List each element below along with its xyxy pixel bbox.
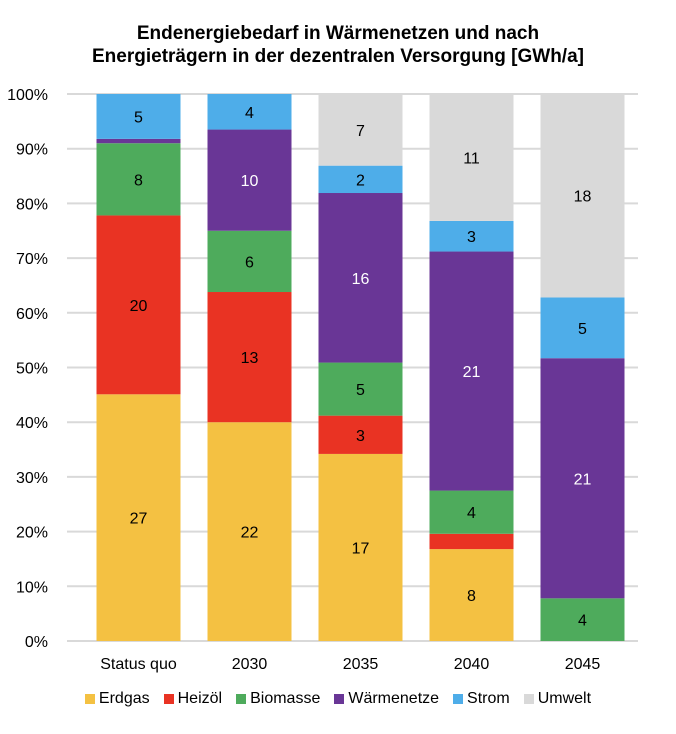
bar-segment-strom [540, 297, 625, 359]
legend-label: Strom [467, 690, 510, 707]
bar-segment-biomasse [96, 143, 181, 216]
bar-segment-strom [96, 94, 181, 139]
bar-segment-biomasse [207, 230, 292, 293]
data-label: 5 [134, 109, 143, 126]
bar-segment-erdgas [207, 422, 292, 641]
legend-label: Wärmenetze [348, 690, 440, 707]
data-label: 8 [134, 172, 143, 189]
legend-item-heizöl: Heizöl [163, 690, 223, 708]
data-label: 4 [467, 505, 476, 522]
x-tick-label: 2040 [454, 656, 490, 673]
y-tick-label: 10% [16, 579, 48, 596]
bar-segment-wärmenetze [318, 193, 403, 363]
data-label: 7 [356, 123, 365, 140]
y-tick-label: 50% [16, 361, 48, 378]
bar-segment-erdgas [318, 453, 403, 641]
bar-segment-umwelt [540, 94, 625, 298]
data-label: 16 [352, 271, 370, 288]
bar-segment-strom [318, 165, 403, 194]
legend-swatch [84, 694, 95, 704]
data-label: 21 [574, 471, 592, 488]
bar-segment-erdgas [96, 394, 181, 641]
legend-label: Heizöl [177, 690, 223, 707]
legend-label: Biomasse [250, 690, 321, 707]
bars [96, 94, 625, 641]
legend: Erdgas Heizöl Biomasse Wärmenetze Strom Umwel… [0, 690, 676, 708]
bar-segment-wärmenetze [429, 251, 514, 491]
legend-swatch [163, 694, 174, 704]
x-tick-label: 2045 [565, 656, 601, 673]
bar-segment-umwelt [429, 94, 514, 221]
y-tick-label: 20% [16, 525, 48, 542]
bar-segment-biomasse [318, 362, 403, 416]
chart-title-line-2: Energieträgern in der dezentralen Versor… [92, 46, 584, 67]
legend-item-strom: Strom [453, 690, 510, 708]
bar-segment-umwelt [318, 94, 403, 166]
legend-item-erdgas: Erdgas [84, 690, 150, 708]
bar-segment-heizöl [96, 215, 181, 395]
data-label: 20 [130, 298, 148, 315]
data-label: 11 [463, 150, 480, 167]
data-label: 22 [241, 525, 259, 542]
data-label: 3 [467, 229, 476, 246]
data-label: 18 [574, 189, 592, 206]
bar-segment-biomasse [540, 598, 625, 641]
bar-segment-heizöl [429, 533, 514, 550]
bar-segment-heizöl [207, 292, 292, 423]
bar-segment-heizöl [318, 415, 403, 454]
y-tick-label: 40% [16, 415, 48, 432]
y-tick-label: 80% [16, 196, 48, 213]
data-label: 8 [467, 588, 476, 605]
bar-segment-strom [429, 220, 514, 252]
data-label: 6 [245, 254, 254, 271]
legend-item-umwelt: Umwelt [523, 690, 592, 708]
data-label: 5 [578, 321, 587, 338]
y-axis: 0% 10% 20% 30% 40% 50% 60% 70% 80% 90% 100% [7, 87, 48, 651]
data-label: 10 [241, 173, 259, 190]
bar-segment-wärmenetze [207, 129, 292, 231]
bar-segment-biomasse [429, 490, 514, 534]
legend-swatch [334, 694, 345, 704]
data-label: 13 [241, 350, 259, 367]
y-tick-label: 0% [25, 634, 48, 651]
y-tick-label: 100% [7, 87, 48, 104]
bar-segment-strom [207, 94, 292, 130]
data-label: 3 [356, 428, 365, 445]
x-tick-label: 2035 [343, 656, 379, 673]
legend-item-biomasse: Biomasse [236, 690, 320, 708]
data-label: 2 [356, 172, 365, 189]
data-label: 27 [130, 511, 148, 528]
x-tick-label: 2030 [232, 656, 268, 673]
legend-label: Erdgas [98, 690, 150, 707]
legend-swatch [453, 694, 464, 704]
legend-swatch [523, 694, 534, 704]
data-label: 4 [245, 105, 254, 122]
legend-swatch [236, 694, 247, 704]
x-axis: Status quo 2030 2035 2040 2045 [100, 656, 600, 673]
x-tick-label: Status quo [100, 656, 177, 673]
data-label: 5 [356, 382, 365, 399]
legend-label: Umwelt [537, 690, 592, 707]
y-tick-label: 30% [16, 470, 48, 487]
chart-title-line-1: Endenergiebedarf in Wärmenetzen und nach [136, 23, 540, 44]
data-label: 17 [352, 540, 370, 557]
bar-segment-wärmenetze [96, 138, 181, 144]
y-tick-label: 90% [16, 142, 48, 159]
bar-segment-erdgas [429, 549, 514, 641]
bar-segment-wärmenetze [540, 358, 625, 599]
y-tick-label: 70% [16, 251, 48, 268]
legend-item-wärmenetze: Wärmenetze [334, 690, 439, 708]
data-label: 21 [463, 364, 481, 381]
chart-title: Endenergiebedarf in Wärmenetzen und nach… [0, 22, 676, 68]
y-tick-label: 60% [16, 306, 48, 323]
data-label: 4 [578, 613, 587, 630]
